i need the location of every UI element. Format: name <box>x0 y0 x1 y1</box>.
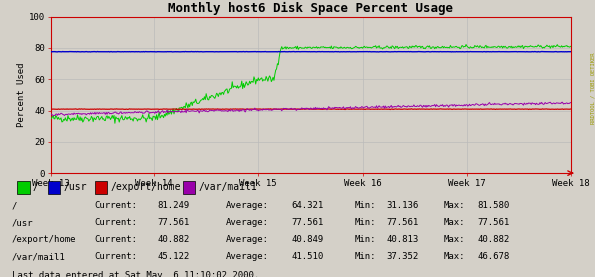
Text: /var/mail1: /var/mail1 <box>199 182 258 192</box>
Text: 77.561: 77.561 <box>386 218 418 227</box>
Text: 81.580: 81.580 <box>477 201 510 211</box>
Text: 81.249: 81.249 <box>158 201 190 211</box>
Bar <box>17 181 30 194</box>
Bar <box>183 181 195 194</box>
Text: /export/home: /export/home <box>110 182 181 192</box>
Text: 45.122: 45.122 <box>158 252 190 261</box>
Text: 31.136: 31.136 <box>386 201 418 211</box>
Text: Current:: Current: <box>95 218 137 227</box>
Text: Average:: Average: <box>226 218 269 227</box>
Text: Average:: Average: <box>226 252 269 261</box>
Text: 77.561: 77.561 <box>292 218 324 227</box>
Text: 77.561: 77.561 <box>477 218 510 227</box>
Bar <box>48 181 60 194</box>
Text: 37.352: 37.352 <box>386 252 418 261</box>
Title: Monthly host6 Disk Space Percent Usage: Monthly host6 Disk Space Percent Usage <box>168 2 453 16</box>
Text: 46.678: 46.678 <box>477 252 510 261</box>
Bar <box>95 181 107 194</box>
Text: /export/home: /export/home <box>12 235 76 244</box>
Text: Average:: Average: <box>226 235 269 244</box>
Text: 41.510: 41.510 <box>292 252 324 261</box>
Text: RRDTOOL / TOBI OETIKER: RRDTOOL / TOBI OETIKER <box>591 53 595 124</box>
Text: 40.813: 40.813 <box>386 235 418 244</box>
Text: Max:: Max: <box>443 201 465 211</box>
Text: Current:: Current: <box>95 235 137 244</box>
Text: Max:: Max: <box>443 252 465 261</box>
Text: 40.882: 40.882 <box>158 235 190 244</box>
Text: 40.849: 40.849 <box>292 235 324 244</box>
Text: Current:: Current: <box>95 201 137 211</box>
Text: /var/mail1: /var/mail1 <box>12 252 65 261</box>
Text: 40.882: 40.882 <box>477 235 510 244</box>
Text: /usr: /usr <box>64 182 87 192</box>
Text: /: / <box>33 182 39 192</box>
Y-axis label: Percent Used: Percent Used <box>17 63 26 127</box>
Text: 77.561: 77.561 <box>158 218 190 227</box>
Text: Min:: Min: <box>355 201 376 211</box>
Text: Current:: Current: <box>95 252 137 261</box>
Text: Min:: Min: <box>355 218 376 227</box>
Text: Max:: Max: <box>443 218 465 227</box>
Text: Last data entered at Sat May  6 11:10:02 2000.: Last data entered at Sat May 6 11:10:02 … <box>12 271 259 277</box>
Text: Min:: Min: <box>355 252 376 261</box>
Text: Max:: Max: <box>443 235 465 244</box>
Text: /usr: /usr <box>12 218 33 227</box>
Text: 64.321: 64.321 <box>292 201 324 211</box>
Text: /: / <box>12 201 17 211</box>
Text: Average:: Average: <box>226 201 269 211</box>
Text: Min:: Min: <box>355 235 376 244</box>
